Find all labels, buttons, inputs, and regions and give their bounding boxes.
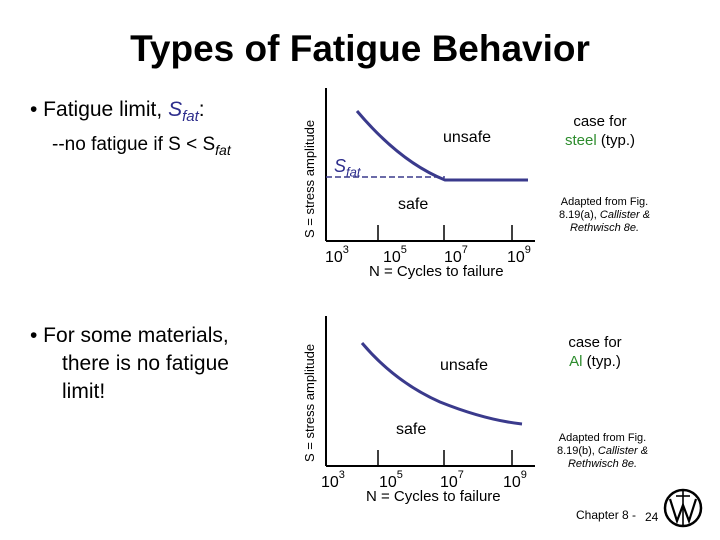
bullet-1-line2: --no fatigue if S < S (52, 134, 216, 156)
chart-2-unsafe-label: unsafe (440, 357, 489, 374)
chart-2-tick-label-2: 107 (440, 469, 464, 491)
bullet-1-symbol-sub: fat (182, 108, 199, 126)
footer-page-number: 24 (645, 510, 659, 524)
chart-2-safe-label: safe (396, 421, 427, 438)
chart-1-tick-label-3: 109 (507, 244, 531, 266)
slide-title: Types of Fatigue Behavior (130, 28, 590, 69)
chart-1-ylabel: S = stress amplitude (302, 119, 317, 238)
bullet-no-fatigue-limit: • For some materials, there is no fatigu… (30, 322, 229, 406)
publisher-logo-icon (663, 488, 703, 528)
bullet-1-symbol: S (168, 98, 183, 121)
chart-2-tick-label-0: 103 (321, 469, 345, 491)
bullet-1-line2-sub: fat (215, 141, 231, 158)
bullet-1-prefix: • Fatigue limit, (30, 98, 169, 121)
bullet-2-line3: limit! (62, 380, 106, 403)
chart-1-material-label: case for steel (typ.) (564, 113, 636, 149)
chart-1-curve (355, 110, 528, 182)
chart-2-material-label: case for Al (typ.) (568, 334, 622, 370)
chart-1-xlabel: N = Cycles to failure (369, 263, 504, 280)
bullet-2-line1: • For some materials, (30, 324, 229, 347)
chart-1-threshold-label: Sfat (334, 156, 361, 180)
footer-chapter: Chapter 8 - (576, 508, 637, 522)
chart-1-tick-label-1: 105 (383, 244, 407, 266)
bullet-1-colon: : (198, 98, 205, 121)
chart-2-curve (360, 342, 523, 426)
chart-1-tick-label-2: 107 (444, 244, 468, 266)
bullet-fatigue-limit: • Fatigue limit, Sfat: --no fatigue if S… (30, 96, 231, 164)
chart-1-source-note: Adapted from Fig. 8.19(a), Callister & R… (558, 196, 651, 234)
chart-1-unsafe-label: unsafe (443, 129, 492, 146)
chart-2-tick-label-1: 105 (379, 469, 403, 491)
chart-2-ylabel: S = stress amplitude (302, 343, 317, 462)
bullet-2-line2: there is no fatigue (62, 352, 229, 375)
chart-2-tick-label-3: 109 (503, 469, 527, 491)
chart-2-xlabel: N = Cycles to failure (366, 488, 501, 505)
chart-2-source-note: Adapted from Fig. 8.19(b), Callister & R… (556, 432, 649, 470)
chart-1-tick-label-0: 103 (325, 244, 349, 266)
chart-1-safe-label: safe (398, 196, 429, 213)
